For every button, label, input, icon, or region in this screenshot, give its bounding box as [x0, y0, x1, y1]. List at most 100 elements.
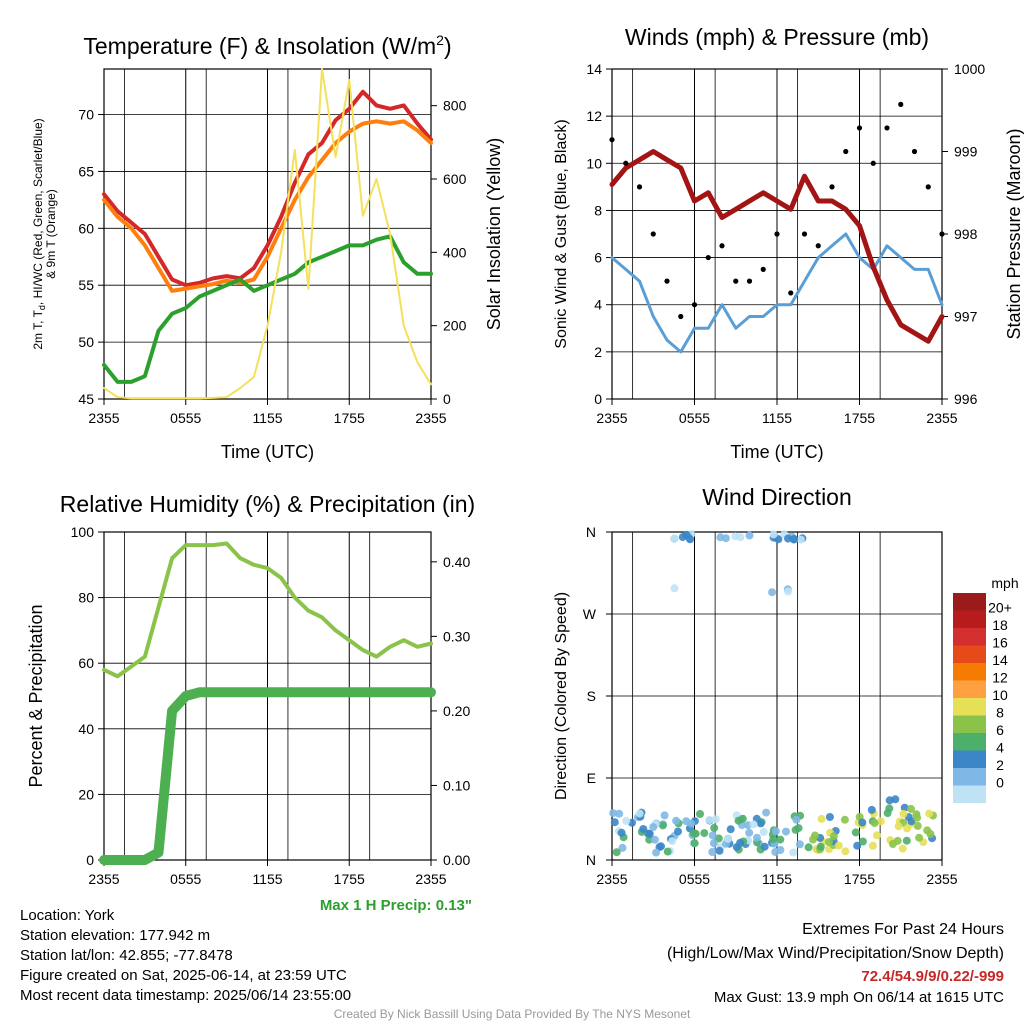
temp-ylabel: 2m T, Td, HI/WC (Red, Green, Scarlet/Blu…: [31, 118, 58, 349]
dir-point: [872, 831, 881, 840]
dir-point: [756, 819, 765, 828]
dir-point: [840, 815, 849, 824]
dir-point: [622, 816, 631, 825]
dir-point: [732, 843, 741, 852]
temp-chart-title: Temperature (F) & Insolation (W/m2): [83, 32, 451, 59]
dir-point: [670, 584, 679, 593]
temp-tick-label-y2: 0: [443, 391, 451, 407]
dir-point: [689, 829, 698, 838]
temp-y2label: Solar Insolation (Yellow): [484, 138, 504, 330]
gust-points-point: [650, 231, 656, 237]
dir-point: [687, 819, 696, 828]
gust-points-point: [870, 160, 876, 166]
wind-tick-label-x: 2355: [596, 410, 627, 426]
temp-tick-label-y2: 600: [443, 171, 467, 187]
rh-tick-label-x: 0555: [170, 871, 201, 887]
dir-point: [870, 819, 879, 828]
dir-point: [926, 830, 935, 838]
dir-point: [851, 828, 860, 837]
dir-point: [816, 842, 825, 851]
speed-legend-swatch: [953, 645, 986, 663]
temp-tick-label-y2: 400: [443, 244, 467, 260]
dir-point: [711, 815, 720, 824]
temp-panel: 2355 0555 1155 1755 2355 45 50 55 60 65 70 0 200 400 6…: [31, 32, 504, 462]
speed-legend-label: 8: [996, 705, 1004, 721]
dir-point: [716, 533, 725, 542]
wind-tick-label-y2: 998: [954, 226, 978, 242]
speed-legend-swatch: [953, 593, 986, 611]
gust-points-point: [678, 313, 684, 320]
dir-point: [853, 841, 862, 850]
gust-points-point: [719, 243, 725, 249]
temp-tick-label-x: 2355: [415, 410, 446, 426]
dir-point: [769, 530, 778, 539]
speed-legend-label: 0: [996, 775, 1004, 791]
dir-point: [829, 832, 838, 841]
dir-point: [663, 847, 672, 856]
dir-tick-label-y: N: [586, 852, 596, 868]
dir-point: [709, 839, 718, 848]
dir-point: [825, 838, 833, 846]
wind-ylabel: Sonic Wind & Gust (Blue, Black): [553, 119, 570, 348]
dir-point: [792, 815, 801, 824]
dir-point: [817, 814, 826, 823]
speed-legend-swatch: [953, 680, 986, 698]
dir-point: [682, 530, 691, 539]
temp-tick-label-x: 0555: [170, 410, 201, 426]
speed-legend-swatch: [953, 750, 986, 768]
dir-point: [715, 846, 724, 855]
dir-point: [913, 821, 922, 830]
temp-ylabel-line1: 2m T, Td, HI/WC (Red, Green, Scarlet/Blu…: [31, 118, 47, 349]
precip-line: [99, 687, 436, 865]
dir-point: [745, 828, 754, 837]
rh-tick-label-y2: 0.20: [443, 703, 470, 719]
temp-2m-line: [102, 89, 433, 288]
dir-point: [615, 809, 624, 818]
rh-chart-title: Relative Humidity (%) & Precipitation (i…: [60, 491, 475, 517]
wind-tick-label-y: 10: [586, 155, 602, 171]
dir-point: [724, 834, 733, 843]
dir-point: [760, 842, 769, 851]
dir-tick-label-x: 2355: [926, 871, 957, 887]
dir-point: [650, 835, 659, 844]
gust-points-point: [939, 231, 945, 237]
dir-point: [708, 831, 717, 840]
gust-points-point: [623, 160, 629, 166]
wind-tick-label-x: 1755: [844, 410, 875, 426]
wind-tick-label-x: 0555: [679, 410, 710, 426]
speed-legend-label: 14: [992, 652, 1008, 668]
dir-point: [841, 847, 850, 856]
rh-tick-label-y2: 0.10: [443, 777, 470, 793]
dir-tick-label-y: E: [587, 770, 596, 786]
gust-points-point: [884, 125, 890, 131]
rh-tick-label-y: 20: [78, 786, 94, 802]
wind-chart-title: Winds (mph) & Pressure (mb): [625, 24, 929, 50]
rh-tick-label-x: 1755: [334, 871, 365, 887]
wind-tick-label-y: 0: [594, 391, 602, 407]
extremes-values: 72.4/54.9/9/0.22/-999: [861, 968, 1004, 985]
rh-line: [102, 541, 433, 679]
gust-points-point: [856, 125, 863, 131]
dir-point: [670, 534, 679, 543]
dir-point: [668, 837, 677, 846]
speed-legend-label: 16: [992, 635, 1008, 651]
speed-legend-swatch: [953, 768, 986, 786]
speed-legend-swatch: [953, 785, 986, 803]
wind-tick-label-x: 2355: [926, 410, 957, 426]
dir-point: [898, 844, 907, 853]
credit-line: Created By Nick Bassill Using Data Provi…: [333, 1007, 691, 1021]
temp-tick-label-y: 45: [78, 391, 94, 407]
speed-legend-swatch: [953, 628, 986, 646]
gust-points-point: [760, 266, 766, 272]
dir-point: [885, 804, 894, 813]
dir-point: [618, 843, 627, 852]
dir-tick-label-x: 2355: [596, 871, 627, 887]
dir-point: [925, 809, 934, 818]
wind-tick-label-y: 12: [586, 108, 602, 124]
dir-tick-label-x: 1755: [844, 871, 875, 887]
speed-legend-label: 10: [992, 687, 1008, 703]
dir-point: [771, 827, 780, 836]
dir-point: [912, 810, 921, 819]
dir-point: [708, 848, 717, 856]
